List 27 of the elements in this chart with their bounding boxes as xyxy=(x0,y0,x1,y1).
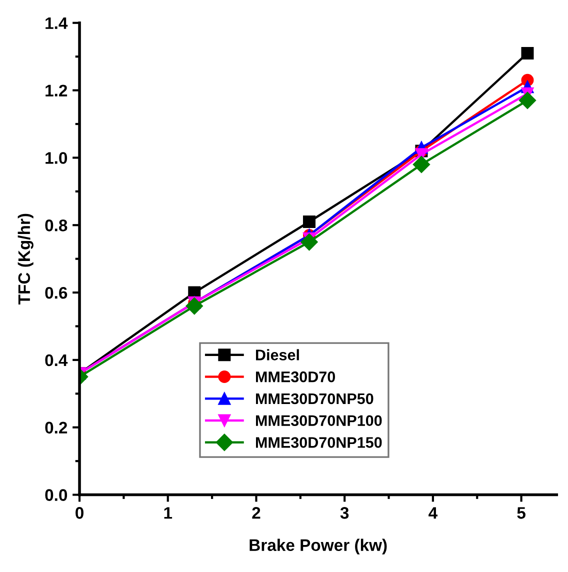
point xyxy=(186,297,203,315)
point xyxy=(518,92,536,109)
legend-label: MME30D70 xyxy=(256,371,336,382)
y-tick-label: 1.2 xyxy=(46,84,68,96)
point xyxy=(412,156,430,173)
x-axis-title: Brake Power (kw) xyxy=(250,538,387,554)
y-tick-label: 0.6 xyxy=(45,286,68,299)
y-tick-label: 0.4 xyxy=(45,354,68,366)
y-tick-label: 1.4 xyxy=(46,17,68,29)
x-tick-label: 4 xyxy=(428,507,438,519)
legend-label: MME30D70NP100 xyxy=(256,415,382,426)
y-axis-title: TFC (Kg/hr) xyxy=(18,214,34,304)
point xyxy=(302,216,316,228)
x-tick-label: 5 xyxy=(517,507,526,519)
point xyxy=(521,46,534,60)
x-tick-label: 3 xyxy=(340,507,349,519)
y-tick-label: 0.0 xyxy=(45,489,68,501)
x-tick-label: 0 xyxy=(76,507,84,519)
point xyxy=(300,233,318,251)
y-tick-label: 0.2 xyxy=(45,422,68,434)
legend-label: Diesel xyxy=(256,349,299,360)
legend-label: MME30D70NP50 xyxy=(256,393,374,404)
y-tick-label: 1.0 xyxy=(46,152,68,164)
x-tick-label: 1 xyxy=(164,507,172,519)
x-tick-label: 2 xyxy=(252,507,260,519)
y-tick-label: 0.8 xyxy=(45,220,68,232)
legend-label: MME30D70NP150 xyxy=(256,437,382,448)
